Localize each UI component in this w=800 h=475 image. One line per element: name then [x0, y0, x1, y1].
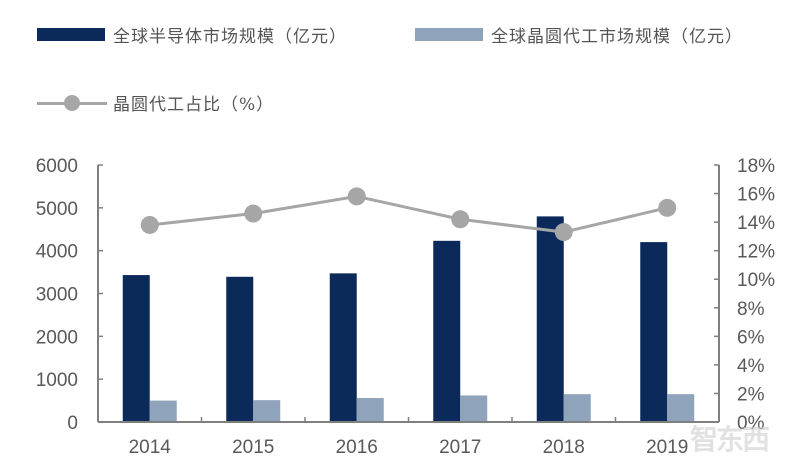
legend-swatch-dark-bar [37, 28, 105, 41]
bar-foundry-2019 [667, 394, 695, 422]
share-marker-2015 [244, 204, 263, 223]
bar-semiconductor-2018 [536, 216, 564, 422]
share-line [149, 194, 668, 234]
bar-foundry-2014 [149, 400, 177, 422]
legend-item-semiconductor-market: 全球半导体市场规模（亿元） [37, 22, 347, 47]
legend-label: 全球晶圆代工市场规模（亿元） [491, 27, 743, 47]
legend-swatch-light-bar [415, 28, 483, 41]
left-tick-label: 3000 [36, 285, 78, 306]
left-tick-label: 0 [67, 413, 78, 434]
bar-series [122, 216, 695, 422]
share-marker-2018 [554, 223, 573, 242]
legend-item-foundry-market: 全球晶圆代工市场规模（亿元） [415, 22, 743, 47]
x-tick-label: 2016 [336, 437, 378, 458]
x-tick-label: 2018 [543, 437, 585, 458]
x-tick-label: 2017 [439, 437, 481, 458]
bar-semiconductor-2016 [329, 273, 357, 422]
right-tick-label: 16% [737, 185, 775, 206]
share-marker-2019 [658, 198, 677, 217]
left-tick-label: 6000 [36, 156, 78, 177]
legend-item-foundry-share: 晶圆代工占比（%） [37, 90, 274, 115]
bar-semiconductor-2014 [122, 275, 150, 422]
bar-foundry-2018 [563, 394, 591, 422]
bar-semiconductor-2017 [433, 240, 461, 422]
bar-semiconductor-2015 [226, 276, 254, 422]
left-tick-label: 5000 [36, 199, 78, 220]
watermark-logo: 智东西 [690, 423, 770, 456]
bar-foundry-2017 [460, 395, 488, 422]
right-tick-label: 2% [737, 384, 765, 405]
share-marker-2014 [140, 215, 159, 234]
right-tick-label: 12% [737, 242, 775, 263]
x-axis-ticks: 2014 2015 2016 2017 2018 2019 [129, 417, 688, 458]
right-tick-label: 10% [737, 270, 775, 291]
left-tick-label: 1000 [36, 370, 78, 391]
legend-label: 全球半导体市场规模（亿元） [113, 27, 347, 47]
bar-semiconductor-2019 [640, 242, 668, 422]
right-tick-label: 6% [737, 327, 765, 348]
chart-legend: 全球半导体市场规模（亿元） 全球晶圆代工市场规模（亿元） 晶圆代工占比（%） [0, 0, 800, 130]
x-tick-label: 2019 [646, 437, 688, 458]
right-tick-label: 18% [737, 156, 775, 177]
bar-foundry-2015 [253, 400, 281, 422]
line-series [140, 187, 677, 242]
right-tick-label: 8% [737, 299, 765, 320]
share-marker-2017 [451, 210, 470, 229]
left-tick-label: 2000 [36, 327, 78, 348]
legend-line-marker-icon [37, 94, 107, 111]
legend-label: 晶圆代工占比（%） [113, 95, 275, 115]
right-tick-label: 4% [737, 356, 765, 377]
chart-axes [97, 165, 720, 423]
right-axis-ticks: 0% 2% 4% 6% 8% 10% 12% 14% 16% 18% [714, 156, 775, 434]
share-marker-2016 [347, 187, 366, 206]
left-axis-ticks: 0 1000 2000 3000 4000 5000 6000 [36, 156, 103, 434]
right-tick-label: 14% [737, 213, 775, 234]
bar-foundry-2016 [356, 398, 384, 422]
x-tick-label: 2014 [129, 437, 172, 458]
left-tick-label: 4000 [36, 242, 78, 263]
x-tick-label: 2015 [232, 437, 274, 458]
right-tick-label: 0% [737, 413, 765, 434]
